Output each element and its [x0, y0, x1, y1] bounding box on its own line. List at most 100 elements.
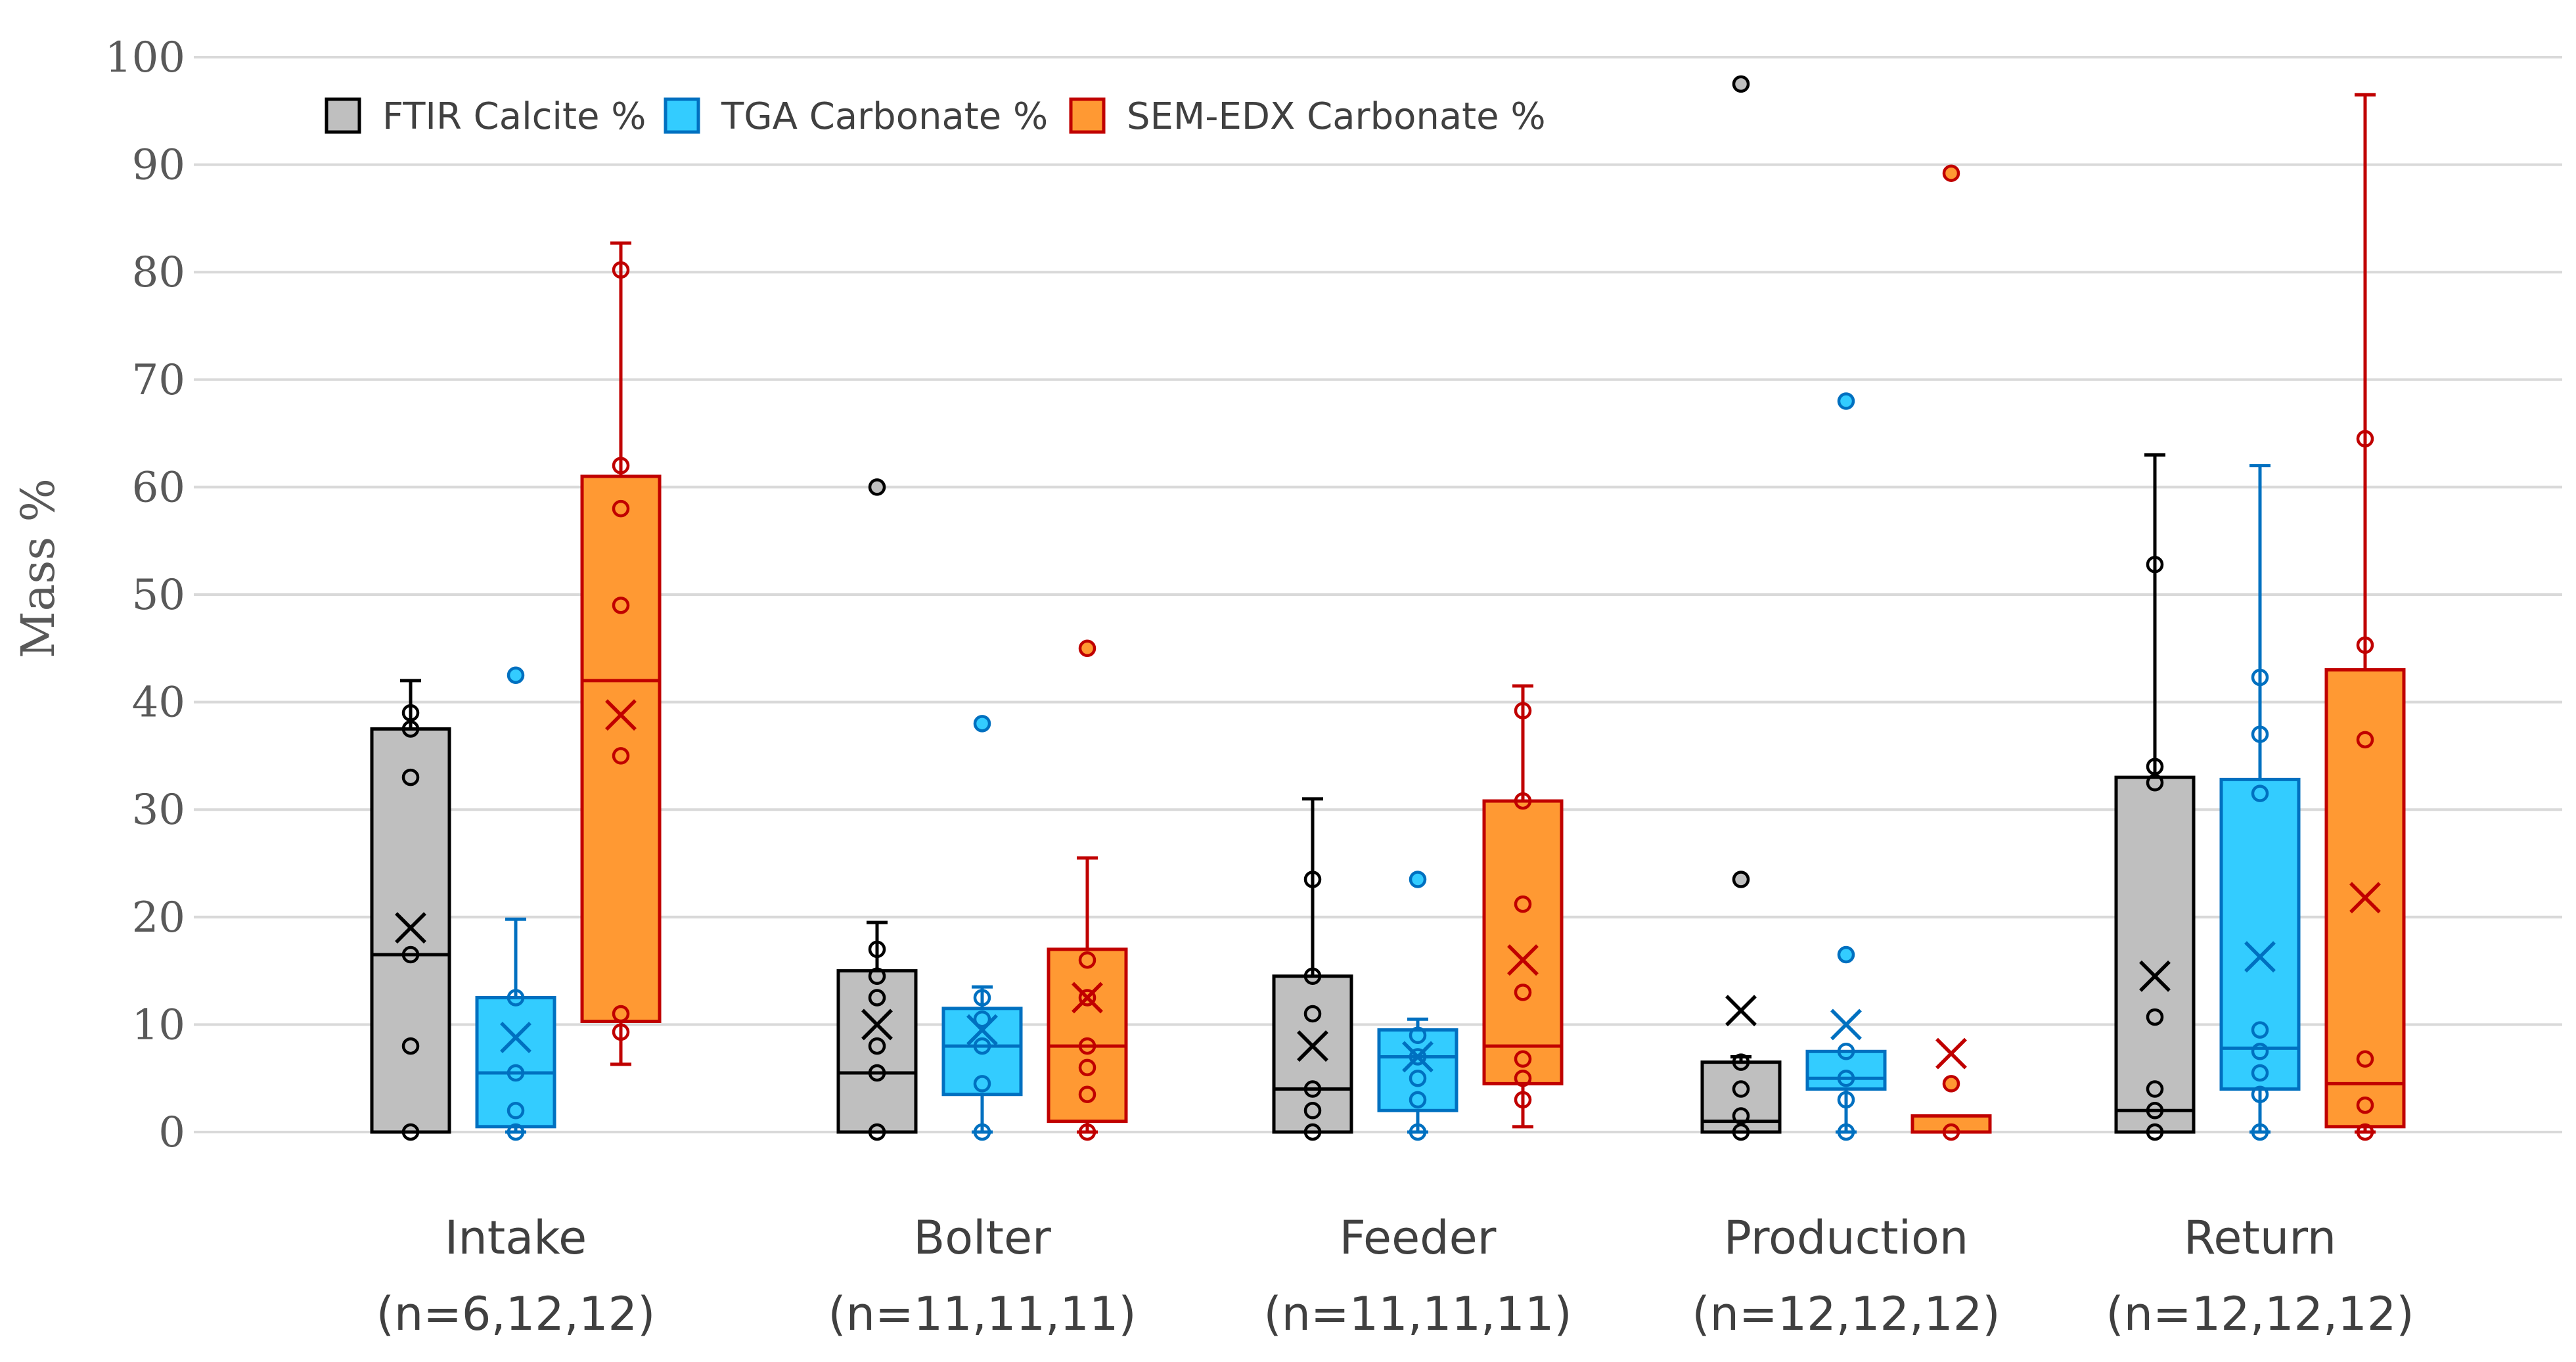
data-point-sem-edx-carbonate-feeder-4	[1514, 895, 1532, 913]
data-point-tga-carbonate-return-6	[2251, 725, 2269, 743]
series-sem-edx-carbonate	[580, 93, 2406, 1141]
data-point-ftir-calcite-feeder-5	[1303, 871, 1322, 888]
data-point-tga-carbonate-production-1	[1837, 1091, 1855, 1109]
data-point-ftir-calcite-bolter-1	[868, 1064, 886, 1082]
mean-marker-stroke-b-sem-edx-carbonate-production	[1935, 1037, 1967, 1070]
box-tga-carbonate-feeder	[1377, 871, 1458, 1141]
mean-marker-ftir-calcite-intake	[395, 912, 426, 944]
y-tick-label-20: 20	[132, 894, 185, 942]
box-tga-carbonate-return	[2219, 464, 2301, 1141]
data-point-ftir-calcite-bolter-3	[868, 989, 886, 1007]
category-label-return: Return	[2184, 1211, 2336, 1265]
data-point-ftir-calcite-return-6	[2146, 555, 2164, 574]
data-point-ftir-calcite-return-0	[2146, 1123, 2164, 1141]
box-tga-carbonate-bolter	[941, 715, 1023, 1141]
outlier-point-tga-carbonate-production-1	[1837, 392, 1855, 410]
data-point-sem-edx-carbonate-bolter-2	[1078, 1058, 1096, 1077]
box-iqr-ftir-calcite-return	[2114, 775, 2196, 1134]
data-point-ftir-calcite-bolter-0	[868, 1123, 886, 1141]
mean-marker-ftir-calcite-production	[1725, 995, 1757, 1027]
data-point-ftir-calcite-feeder-4	[1303, 967, 1322, 986]
outlier-point-tga-carbonate-production-0	[1837, 945, 1855, 964]
data-point-tga-carbonate-return-1	[2251, 1085, 2269, 1103]
mean-marker-sem-edx-carbonate-feeder	[1507, 944, 1539, 976]
legend: FTIR Calcite % TGA Carbonate % SEM-EDX Car…	[325, 95, 1546, 138]
data-point-ftir-calcite-production-2	[1732, 1080, 1750, 1098]
data-point-sem-edx-carbonate-return-3	[2356, 731, 2374, 749]
box-iqr-ftir-calcite-intake	[370, 727, 451, 1134]
mean-marker-sem-edx-carbonate-return	[2349, 882, 2381, 914]
series-tga-carbonate	[475, 392, 2301, 1141]
category-n-label-intake: (n=6,12,12)	[376, 1287, 656, 1341]
box-series	[370, 75, 2406, 1141]
y-axis-label: Mass %	[11, 478, 65, 658]
data-point-tga-carbonate-feeder-0	[1409, 1123, 1427, 1141]
category-label-feeder: Feeder	[1340, 1211, 1497, 1265]
category-n-label-bolter: (n=11,11,11)	[828, 1287, 1136, 1341]
data-point-sem-edx-carbonate-bolter-1	[1078, 1085, 1096, 1103]
legend-label-sem-edx-carbonate: SEM-EDX Carbonate %	[1127, 95, 1546, 138]
mean-marker-stroke-b-sem-edx-carbonate-intake	[605, 699, 637, 731]
legend-item-ftir-calcite: FTIR Calcite %	[325, 95, 646, 138]
mean-marker-stroke-b-tga-carbonate-return	[2244, 941, 2276, 973]
data-point-sem-edx-carbonate-bolter-5	[1078, 951, 1096, 969]
data-point-ftir-calcite-bolter-4	[868, 967, 886, 986]
data-point-tga-carbonate-feeder-1	[1409, 1091, 1427, 1109]
data-point-sem-edx-carbonate-feeder-1	[1514, 1069, 1532, 1087]
data-point-sem-edx-carbonate-intake-1	[612, 1005, 630, 1023]
gridlines	[194, 56, 2562, 1133]
mean-marker-tga-carbonate-bolter	[966, 1014, 998, 1046]
y-tick-label-60: 60	[132, 463, 185, 512]
data-point-ftir-calcite-production-0	[1732, 1123, 1750, 1141]
data-point-tga-carbonate-return-2	[2251, 1064, 2269, 1082]
data-point-tga-carbonate-intake-0	[507, 1123, 525, 1141]
mean-marker-ftir-calcite-bolter	[861, 1009, 893, 1041]
box-iqr-sem-edx-carbonate-feeder	[1482, 799, 1564, 1085]
data-point-tga-carbonate-return-0	[2251, 1123, 2269, 1141]
data-point-ftir-calcite-intake-3	[401, 768, 420, 786]
mean-marker-stroke-b-ftir-calcite-bolter	[861, 1009, 893, 1041]
mean-marker-ftir-calcite-feeder	[1297, 1030, 1328, 1062]
data-point-tga-carbonate-intake-1	[507, 1102, 525, 1120]
box-iqr-tga-carbonate-intake	[475, 996, 556, 1129]
mean-marker-stroke-b-tga-carbonate-bolter	[966, 1014, 998, 1046]
mean-marker-stroke-b-ftir-calcite-feeder	[1297, 1030, 1328, 1062]
y-tick-label-0: 0	[158, 1108, 185, 1157]
box-sem-edx-carbonate-production	[1910, 164, 1992, 1141]
y-tick-label-30: 30	[132, 786, 185, 834]
outlier-point-sem-edx-carbonate-bolter-0	[1078, 639, 1096, 658]
data-point-ftir-calcite-bolter-5	[868, 940, 886, 959]
mean-marker-stroke-b-sem-edx-carbonate-return	[2349, 882, 2381, 914]
box-iqr-tga-carbonate-return	[2219, 777, 2301, 1091]
outlier-point-ftir-calcite-bolter-0	[868, 478, 886, 496]
box-ftir-calcite-return	[2114, 453, 2196, 1141]
mean-marker-sem-edx-carbonate-intake	[605, 699, 637, 731]
data-point-sem-edx-carbonate-intake-5	[612, 457, 630, 474]
data-point-tga-carbonate-feeder-4	[1409, 1026, 1427, 1045]
mean-marker-stroke-b-tga-carbonate-intake	[500, 1022, 531, 1053]
y-tick-label-50: 50	[132, 571, 185, 620]
data-point-tga-carbonate-bolter-2	[973, 1037, 991, 1055]
category-n-label-production: (n=12,12,12)	[1692, 1287, 2000, 1341]
outlier-point-tga-carbonate-feeder-0	[1409, 871, 1427, 888]
data-point-tga-carbonate-bolter-1	[973, 1075, 991, 1093]
category-label-intake: Intake	[445, 1211, 587, 1265]
y-tick-label-10: 10	[132, 1001, 185, 1049]
legend-swatch-ftir-calcite	[325, 97, 361, 134]
mean-marker-tga-carbonate-production	[1830, 1009, 1862, 1041]
outlier-point-sem-edx-carbonate-production-1	[1942, 164, 1960, 182]
mean-marker-ftir-calcite-return	[2139, 960, 2171, 992]
data-point-ftir-calcite-production-3	[1732, 1053, 1750, 1071]
data-point-ftir-calcite-feeder-1	[1303, 1102, 1322, 1120]
y-tick-label-70: 70	[132, 356, 185, 405]
data-point-tga-carbonate-feeder-2	[1409, 1069, 1427, 1087]
data-point-sem-edx-carbonate-bolter-4	[1078, 989, 1096, 1007]
data-point-sem-edx-carbonate-intake-6	[612, 261, 630, 279]
legend-swatch-tga-carbonate	[664, 97, 700, 134]
data-point-tga-carbonate-bolter-3	[973, 1010, 991, 1028]
data-point-sem-edx-carbonate-production-0	[1942, 1123, 1960, 1141]
mean-marker-tga-carbonate-intake	[500, 1022, 531, 1053]
mean-marker-stroke-b-tga-carbonate-production	[1830, 1009, 1862, 1041]
data-point-sem-edx-carbonate-feeder-2	[1514, 1050, 1532, 1068]
